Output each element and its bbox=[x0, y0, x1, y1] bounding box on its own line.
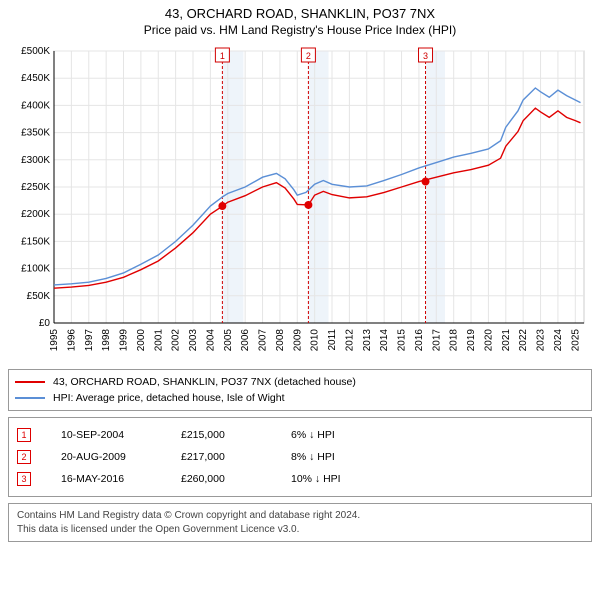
svg-text:2023: 2023 bbox=[536, 329, 547, 352]
chart-subtitle: Price paid vs. HM Land Registry's House … bbox=[8, 23, 592, 37]
svg-text:£50K: £50K bbox=[27, 291, 51, 302]
note-marker: 2 bbox=[17, 450, 31, 464]
note-date: 20-AUG-2009 bbox=[61, 451, 181, 463]
svg-text:£400K: £400K bbox=[21, 100, 50, 111]
svg-text:1998: 1998 bbox=[101, 329, 112, 352]
svg-text:1999: 1999 bbox=[119, 329, 130, 352]
svg-text:1997: 1997 bbox=[84, 329, 95, 352]
svg-text:£200K: £200K bbox=[21, 209, 50, 220]
note-diff: 8% ↓ HPI bbox=[291, 451, 391, 463]
svg-text:2015: 2015 bbox=[397, 329, 408, 352]
svg-text:£500K: £500K bbox=[21, 46, 50, 57]
svg-text:1995: 1995 bbox=[49, 329, 60, 352]
svg-text:£300K: £300K bbox=[21, 155, 50, 166]
note-price: £217,000 bbox=[181, 451, 291, 463]
svg-text:2024: 2024 bbox=[553, 329, 564, 352]
svg-text:2020: 2020 bbox=[483, 329, 494, 352]
svg-text:2009: 2009 bbox=[292, 329, 303, 352]
footer-attribution: Contains HM Land Registry data © Crown c… bbox=[8, 503, 592, 542]
svg-text:1996: 1996 bbox=[66, 329, 77, 352]
line-chart-svg: £0 £50K £100K £150K £200K £250K £300K £350K £400… bbox=[8, 43, 592, 363]
note-date: 10-SEP-2004 bbox=[61, 429, 181, 441]
svg-text:£0: £0 bbox=[39, 318, 51, 329]
svg-text:£450K: £450K bbox=[21, 73, 50, 84]
svg-text:2006: 2006 bbox=[240, 329, 251, 352]
note-diff: 10% ↓ HPI bbox=[291, 473, 391, 485]
svg-text:£350K: £350K bbox=[21, 128, 50, 139]
svg-text:1: 1 bbox=[220, 51, 225, 61]
note-marker: 1 bbox=[17, 428, 31, 442]
svg-text:2005: 2005 bbox=[223, 329, 234, 352]
footer-line-1: Contains HM Land Registry data © Crown c… bbox=[17, 509, 583, 523]
legend-item: 43, ORCHARD ROAD, SHANKLIN, PO37 7NX (de… bbox=[15, 374, 585, 390]
svg-text:2002: 2002 bbox=[171, 329, 182, 352]
legend-item: HPI: Average price, detached house, Isle… bbox=[15, 390, 585, 406]
svg-text:2018: 2018 bbox=[449, 329, 460, 352]
svg-text:£100K: £100K bbox=[21, 264, 50, 275]
note-row: 2 20-AUG-2009£217,0008% ↓ HPI bbox=[17, 446, 583, 468]
note-row: 3 16-MAY-2016£260,00010% ↓ HPI bbox=[17, 468, 583, 490]
chart: £0 £50K £100K £150K £200K £250K £300K £350K £400… bbox=[8, 43, 592, 363]
svg-text:2003: 2003 bbox=[188, 329, 199, 352]
svg-text:£150K: £150K bbox=[21, 236, 50, 247]
legend: 43, ORCHARD ROAD, SHANKLIN, PO37 7NX (de… bbox=[8, 369, 592, 411]
sales-notes-table: 1 10-SEP-2004£215,0006% ↓ HPI 2 20-AUG-2009… bbox=[8, 417, 592, 497]
svg-text:2022: 2022 bbox=[518, 329, 529, 352]
svg-text:2: 2 bbox=[306, 51, 311, 61]
svg-text:2011: 2011 bbox=[327, 329, 338, 351]
svg-text:2014: 2014 bbox=[379, 329, 390, 352]
note-row: 1 10-SEP-2004£215,0006% ↓ HPI bbox=[17, 424, 583, 446]
svg-text:2016: 2016 bbox=[414, 329, 425, 352]
note-diff: 6% ↓ HPI bbox=[291, 429, 391, 441]
svg-text:2013: 2013 bbox=[362, 329, 373, 352]
svg-text:2019: 2019 bbox=[466, 329, 477, 352]
svg-text:2010: 2010 bbox=[310, 329, 321, 352]
legend-label: 43, ORCHARD ROAD, SHANKLIN, PO37 7NX (de… bbox=[53, 376, 356, 388]
svg-text:2021: 2021 bbox=[501, 329, 512, 352]
legend-label: HPI: Average price, detached house, Isle… bbox=[53, 392, 285, 404]
svg-text:2012: 2012 bbox=[344, 329, 355, 352]
note-price: £215,000 bbox=[181, 429, 291, 441]
svg-text:2004: 2004 bbox=[205, 329, 216, 352]
svg-text:2001: 2001 bbox=[153, 329, 164, 352]
svg-text:2017: 2017 bbox=[431, 329, 442, 352]
svg-text:2007: 2007 bbox=[258, 329, 269, 352]
svg-text:2008: 2008 bbox=[275, 329, 286, 352]
legend-swatch bbox=[15, 381, 45, 383]
chart-title: 43, ORCHARD ROAD, SHANKLIN, PO37 7NX bbox=[8, 6, 592, 21]
note-date: 16-MAY-2016 bbox=[61, 473, 181, 485]
note-marker: 3 bbox=[17, 472, 31, 486]
footer-line-2: This data is licensed under the Open Gov… bbox=[17, 523, 583, 537]
svg-text:£250K: £250K bbox=[21, 182, 50, 193]
svg-text:2000: 2000 bbox=[136, 329, 147, 352]
note-price: £260,000 bbox=[181, 473, 291, 485]
svg-text:3: 3 bbox=[423, 51, 428, 61]
legend-swatch bbox=[15, 397, 45, 399]
svg-text:2025: 2025 bbox=[570, 329, 581, 352]
